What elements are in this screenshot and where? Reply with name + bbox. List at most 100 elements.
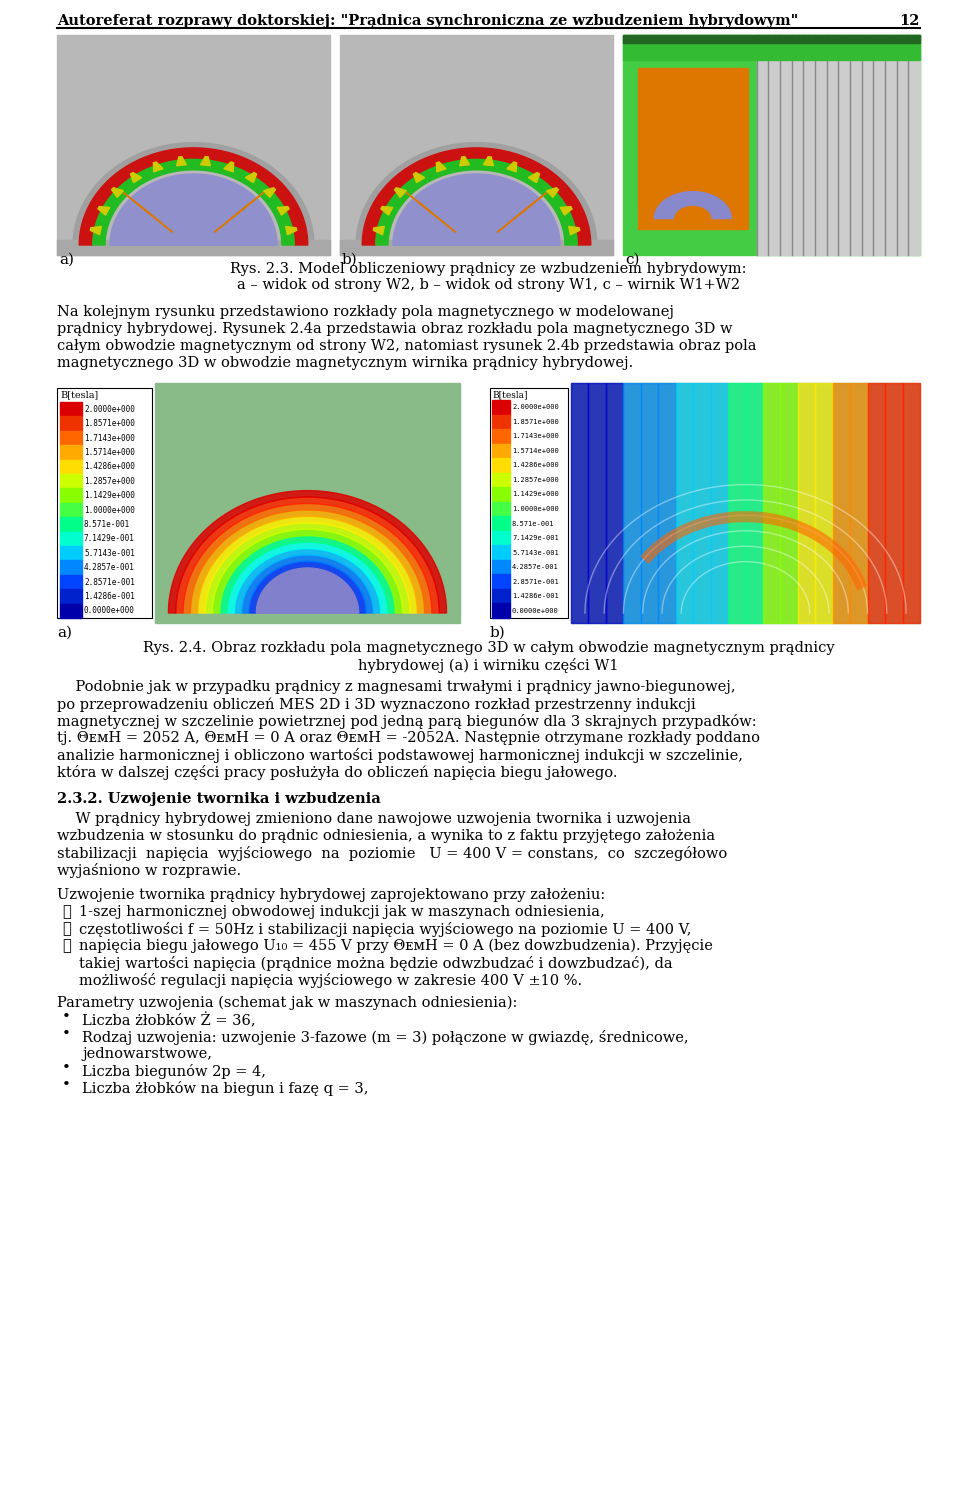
Text: 4.2857e-001: 4.2857e-001 bbox=[512, 565, 559, 571]
Text: •: • bbox=[62, 1078, 71, 1092]
Polygon shape bbox=[111, 188, 124, 197]
Polygon shape bbox=[414, 173, 424, 182]
Text: 1.5714e+000: 1.5714e+000 bbox=[512, 447, 559, 453]
Polygon shape bbox=[183, 503, 432, 613]
Text: 1.7143e+000: 1.7143e+000 bbox=[512, 434, 559, 440]
Bar bbox=[57, 389, 152, 617]
Bar bbox=[728, 383, 746, 623]
Text: Rys. 2.3. Model obliczeniowy prądnicy ze wzbudzeniem hybrydowym:: Rys. 2.3. Model obliczeniowy prądnicy ze… bbox=[230, 262, 747, 276]
Text: 8.571e-001: 8.571e-001 bbox=[84, 520, 131, 529]
Polygon shape bbox=[568, 226, 580, 235]
Bar bbox=[868, 383, 885, 623]
Bar bbox=[623, 35, 920, 255]
Text: 1.8571e+000: 1.8571e+000 bbox=[512, 419, 559, 425]
Bar bbox=[60, 547, 82, 560]
Text: 1.2857e+000: 1.2857e+000 bbox=[512, 477, 559, 483]
Text: 0.0000e+000: 0.0000e+000 bbox=[512, 608, 559, 614]
Bar bbox=[710, 383, 728, 623]
Text: a): a) bbox=[59, 253, 74, 267]
Text: 5.7143e-001: 5.7143e-001 bbox=[84, 548, 134, 557]
Bar bbox=[60, 474, 82, 488]
Text: 2.0000e+000: 2.0000e+000 bbox=[512, 404, 559, 410]
Text: możliwość regulacji napięcia wyjściowego w zakresie 400 V ±10 %.: możliwość regulacji napięcia wyjściowego… bbox=[79, 973, 582, 988]
Text: wzbudzenia w stosunku do prądnic odniesienia, a wynika to z faktu przyjętego zał: wzbudzenia w stosunku do prądnic odniesi… bbox=[57, 828, 715, 843]
Polygon shape bbox=[227, 542, 388, 613]
Bar bbox=[902, 383, 920, 623]
Text: Autoreferat rozprawy doktorskiej: "Prądnica synchroniczna ze wzbudzeniem hybrydo: Autoreferat rozprawy doktorskiej: "Prądn… bbox=[57, 14, 799, 29]
Polygon shape bbox=[124, 193, 173, 232]
Bar bbox=[659, 383, 676, 623]
Text: 1.4286e-001: 1.4286e-001 bbox=[512, 593, 559, 599]
Bar bbox=[815, 383, 832, 623]
Bar bbox=[885, 383, 902, 623]
Bar bbox=[492, 589, 510, 604]
Polygon shape bbox=[256, 568, 359, 613]
Polygon shape bbox=[177, 157, 186, 166]
Polygon shape bbox=[484, 157, 493, 166]
Bar bbox=[492, 414, 510, 429]
Text: po przeprowadzeniu obliczeń MES 2D i 3D wyznaczono rozkład przestrzenny indukcji: po przeprowadzeniu obliczeń MES 2D i 3D … bbox=[57, 697, 696, 711]
Polygon shape bbox=[212, 529, 402, 613]
Text: 7.1429e-001: 7.1429e-001 bbox=[84, 535, 134, 544]
Text: 1.8571e+000: 1.8571e+000 bbox=[84, 419, 134, 428]
Bar bbox=[832, 383, 851, 623]
Polygon shape bbox=[214, 193, 263, 232]
Text: częstotliwości f = 50Hz i stabilizacji napięcia wyjściowego na poziomie U = 400 : częstotliwości f = 50Hz i stabilizacji n… bbox=[79, 922, 691, 937]
Text: 8.571e-001: 8.571e-001 bbox=[512, 521, 555, 527]
Text: Liczba biegunów 2p = 4,: Liczba biegunów 2p = 4, bbox=[82, 1065, 266, 1078]
Polygon shape bbox=[198, 517, 418, 613]
Polygon shape bbox=[277, 206, 289, 215]
Text: B[tesla]: B[tesla] bbox=[60, 390, 98, 399]
Polygon shape bbox=[246, 173, 256, 182]
Text: magnetycznej w szczelinie powietrznej pod jedną parą biegunów dla 3 skrajnych pr: magnetycznej w szczelinie powietrznej po… bbox=[57, 714, 756, 729]
Polygon shape bbox=[286, 226, 297, 235]
Text: •: • bbox=[62, 1062, 71, 1075]
Text: b): b) bbox=[490, 626, 506, 640]
Polygon shape bbox=[205, 523, 410, 613]
Bar bbox=[492, 517, 510, 530]
Polygon shape bbox=[234, 548, 381, 613]
Polygon shape bbox=[406, 193, 456, 232]
Bar bbox=[60, 532, 82, 547]
Polygon shape bbox=[201, 157, 210, 166]
Bar bbox=[623, 35, 920, 60]
Text: analizie harmonicznej i obliczono wartości podstawowej harmonicznej indukcji w s: analizie harmonicznej i obliczono wartoś… bbox=[57, 748, 743, 764]
Polygon shape bbox=[176, 497, 440, 613]
Text: Uzwojenie twornika prądnicy hybrydowej zaprojektowano przy założeniu:: Uzwojenie twornika prądnicy hybrydowej z… bbox=[57, 889, 605, 902]
Polygon shape bbox=[393, 175, 560, 245]
Bar bbox=[492, 429, 510, 444]
Polygon shape bbox=[90, 226, 102, 235]
Bar bbox=[60, 416, 82, 431]
Bar bbox=[490, 389, 568, 617]
Text: Liczba żłobków na biegun i fazę q = 3,: Liczba żłobków na biegun i fazę q = 3, bbox=[82, 1081, 369, 1096]
Polygon shape bbox=[110, 175, 277, 245]
Bar bbox=[57, 35, 330, 255]
Polygon shape bbox=[373, 226, 384, 235]
Text: 1.1429e+000: 1.1429e+000 bbox=[84, 491, 134, 500]
Text: B[tesla]: B[tesla] bbox=[492, 390, 527, 399]
Bar bbox=[746, 383, 763, 623]
Polygon shape bbox=[80, 148, 308, 245]
Text: 2.3.2. Uzwojenie twornika i wzbudzenia: 2.3.2. Uzwojenie twornika i wzbudzenia bbox=[57, 792, 381, 806]
Bar bbox=[492, 401, 510, 414]
Text: 1-szej harmonicznej obwodowej indukcji jak w maszynach odniesienia,: 1-szej harmonicznej obwodowej indukcji j… bbox=[79, 905, 605, 919]
Polygon shape bbox=[154, 163, 163, 172]
Text: 2.8571e-001: 2.8571e-001 bbox=[84, 577, 134, 586]
Text: całym obwodzie magnetycznym od strony W2, natomiast rysunek 2.4b przedstawia obr: całym obwodzie magnetycznym od strony W2… bbox=[57, 339, 756, 352]
Text: Rodzaj uzwojenia: uzwojenie 3-fazowe (m = 3) połączone w gwiazdę, średnicowe,: Rodzaj uzwojenia: uzwojenie 3-fazowe (m … bbox=[82, 1030, 688, 1045]
Text: która w dalszej części pracy posłużyła do obliczeń napięcia biegu jałowego.: która w dalszej części pracy posłużyła d… bbox=[57, 765, 617, 780]
Bar bbox=[641, 383, 659, 623]
Bar bbox=[60, 503, 82, 517]
Bar bbox=[60, 402, 82, 416]
Bar bbox=[492, 488, 510, 501]
Text: Parametry uzwojenia (schemat jak w maszynach odniesienia):: Parametry uzwojenia (schemat jak w maszy… bbox=[57, 995, 517, 1011]
Text: ✓: ✓ bbox=[62, 905, 71, 919]
Bar bbox=[606, 383, 623, 623]
Bar bbox=[798, 383, 815, 623]
Polygon shape bbox=[256, 568, 359, 613]
Bar bbox=[851, 383, 868, 623]
Bar bbox=[492, 604, 510, 617]
Text: b): b) bbox=[342, 253, 358, 267]
Text: 1.2857e+000: 1.2857e+000 bbox=[84, 477, 134, 486]
Bar bbox=[492, 545, 510, 560]
